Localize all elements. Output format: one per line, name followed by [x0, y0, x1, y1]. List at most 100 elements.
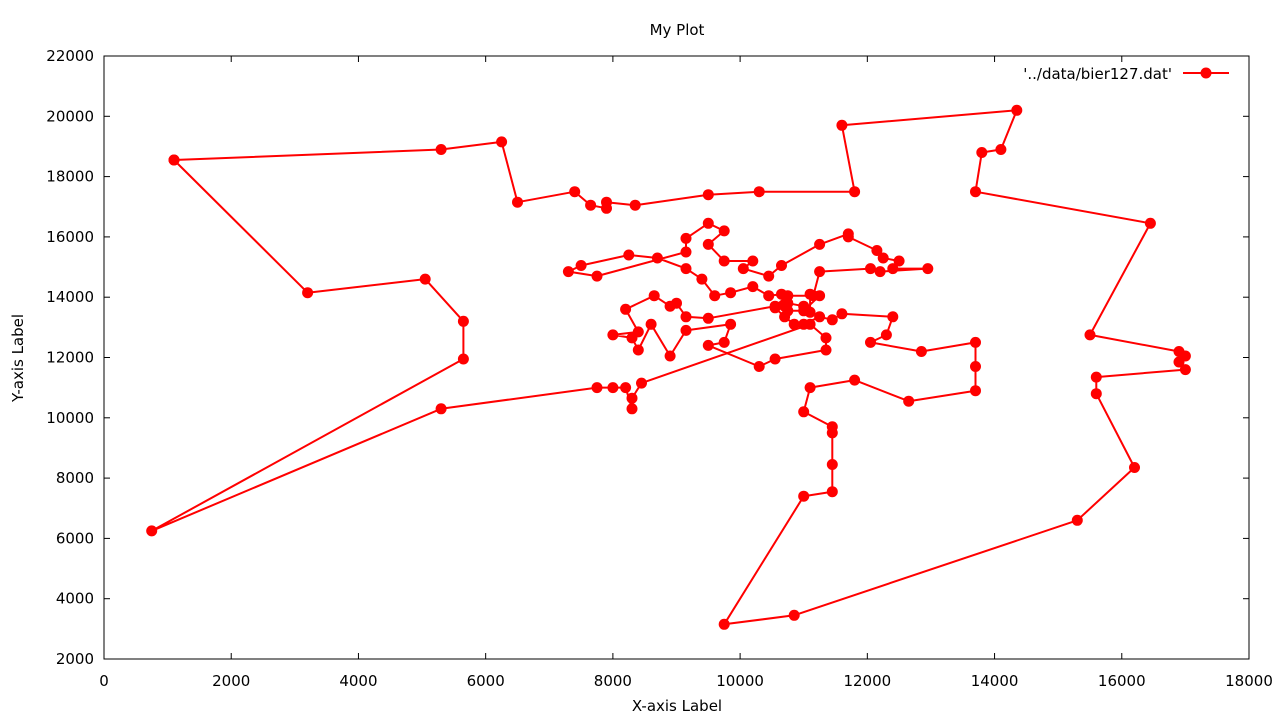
- data-point: [702, 339, 714, 351]
- data-point: [648, 290, 660, 302]
- series-layer: [146, 104, 1191, 630]
- data-point: [976, 147, 988, 158]
- legend-marker-sample: [1200, 67, 1212, 79]
- data-point: [626, 403, 638, 415]
- data-point: [970, 361, 981, 372]
- data-point: [814, 311, 826, 323]
- y-axis-label: Y-axis Label: [9, 314, 27, 403]
- data-point: [725, 318, 737, 330]
- data-point: [591, 270, 603, 282]
- data-point: [709, 290, 721, 302]
- legend: '../data/bier127.dat': [1023, 65, 1229, 83]
- data-point: [826, 486, 838, 498]
- chart-title: My Plot: [650, 21, 705, 39]
- data-point: [970, 186, 981, 198]
- data-point: [562, 266, 574, 278]
- data-point: [842, 231, 854, 243]
- x-tick-labels: 0 2000 4000 6000 8000 10000 12000 14000 16000 180…: [99, 672, 1273, 690]
- legend-label: '../data/bier127.dat': [1023, 65, 1172, 83]
- data-point: [496, 136, 508, 148]
- y-tick-label: 14000: [46, 288, 94, 306]
- x-tick-label: 14000: [971, 672, 1019, 690]
- data-point: [798, 406, 810, 418]
- data-point: [1071, 514, 1083, 526]
- x-tick-label: 12000: [843, 672, 891, 690]
- data-point: [804, 318, 816, 330]
- data-point: [763, 290, 775, 302]
- data-point: [651, 252, 663, 264]
- data-point: [893, 255, 905, 267]
- data-point: [836, 308, 848, 320]
- data-point: [585, 199, 597, 211]
- data-point: [747, 255, 759, 267]
- data-point: [814, 266, 826, 278]
- data-point: [814, 238, 826, 250]
- data-point: [753, 186, 765, 198]
- data-point: [788, 609, 800, 621]
- data-point: [664, 350, 676, 362]
- x-tick-label: 16000: [1098, 672, 1146, 690]
- data-point: [769, 353, 781, 365]
- data-point: [865, 336, 876, 348]
- data-point: [887, 311, 899, 323]
- y-tick-labels: 2000 4000 6000 8000 10000 12000 14000 16000 1800…: [46, 47, 94, 668]
- data-point: [769, 300, 781, 312]
- data-point: [457, 315, 469, 327]
- data-point: [680, 263, 692, 275]
- y-tick-label: 18000: [46, 168, 94, 186]
- y-tick-label: 8000: [56, 469, 94, 487]
- data-point: [995, 144, 1007, 155]
- data-point: [302, 287, 314, 299]
- data-point: [970, 385, 981, 397]
- data-point: [804, 382, 816, 394]
- x-tick-label: 4000: [339, 672, 377, 690]
- data-point: [680, 232, 692, 244]
- y-tick-label: 20000: [46, 107, 94, 125]
- data-point: [718, 225, 730, 237]
- data-point: [702, 189, 714, 201]
- data-point: [702, 312, 714, 324]
- data-point: [512, 196, 523, 208]
- data-point: [849, 186, 861, 198]
- y-tick-label: 4000: [56, 590, 94, 608]
- data-point: [601, 196, 612, 208]
- data-point: [903, 395, 915, 407]
- x-tick-label: 18000: [1225, 672, 1273, 690]
- data-point: [798, 305, 810, 317]
- data-point: [788, 318, 800, 330]
- data-point: [776, 260, 787, 271]
- x-tick-label: 10000: [716, 672, 764, 690]
- data-point: [865, 263, 876, 275]
- data-point: [620, 303, 632, 315]
- data-point: [435, 144, 447, 155]
- data-point: [747, 281, 759, 293]
- data-point: [1084, 329, 1096, 341]
- data-point: [820, 344, 832, 356]
- data-point: [569, 186, 581, 198]
- data-point: [874, 266, 886, 278]
- data-point: [435, 403, 447, 415]
- data-point: [591, 382, 603, 394]
- data-point: [168, 154, 180, 166]
- data-point: [680, 311, 692, 323]
- data-point: [620, 382, 632, 394]
- data-point: [718, 618, 730, 630]
- data-point: [629, 199, 641, 211]
- data-point: [1173, 356, 1185, 368]
- data-point: [1179, 364, 1191, 376]
- data-point: [1090, 371, 1102, 383]
- data-point: [607, 382, 619, 394]
- data-point: [826, 459, 838, 470]
- y-tick-label: 16000: [46, 228, 94, 246]
- y-tick-label: 22000: [46, 47, 94, 65]
- data-point: [836, 119, 848, 131]
- data-point: [887, 263, 899, 275]
- data-point: [820, 332, 832, 344]
- y-tick-label: 12000: [46, 349, 94, 367]
- x-tick-label: 6000: [467, 672, 505, 690]
- data-point: [632, 344, 644, 356]
- data-point: [849, 374, 861, 386]
- x-tick-label: 0: [99, 672, 109, 690]
- x-tick-label: 8000: [594, 672, 632, 690]
- data-point: [636, 377, 647, 389]
